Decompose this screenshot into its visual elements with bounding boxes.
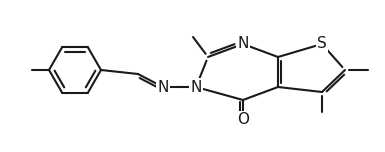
Text: O: O [237,112,249,128]
Text: N: N [157,79,169,95]
Text: S: S [317,36,327,52]
Text: N: N [190,79,202,95]
Text: N: N [237,36,249,52]
